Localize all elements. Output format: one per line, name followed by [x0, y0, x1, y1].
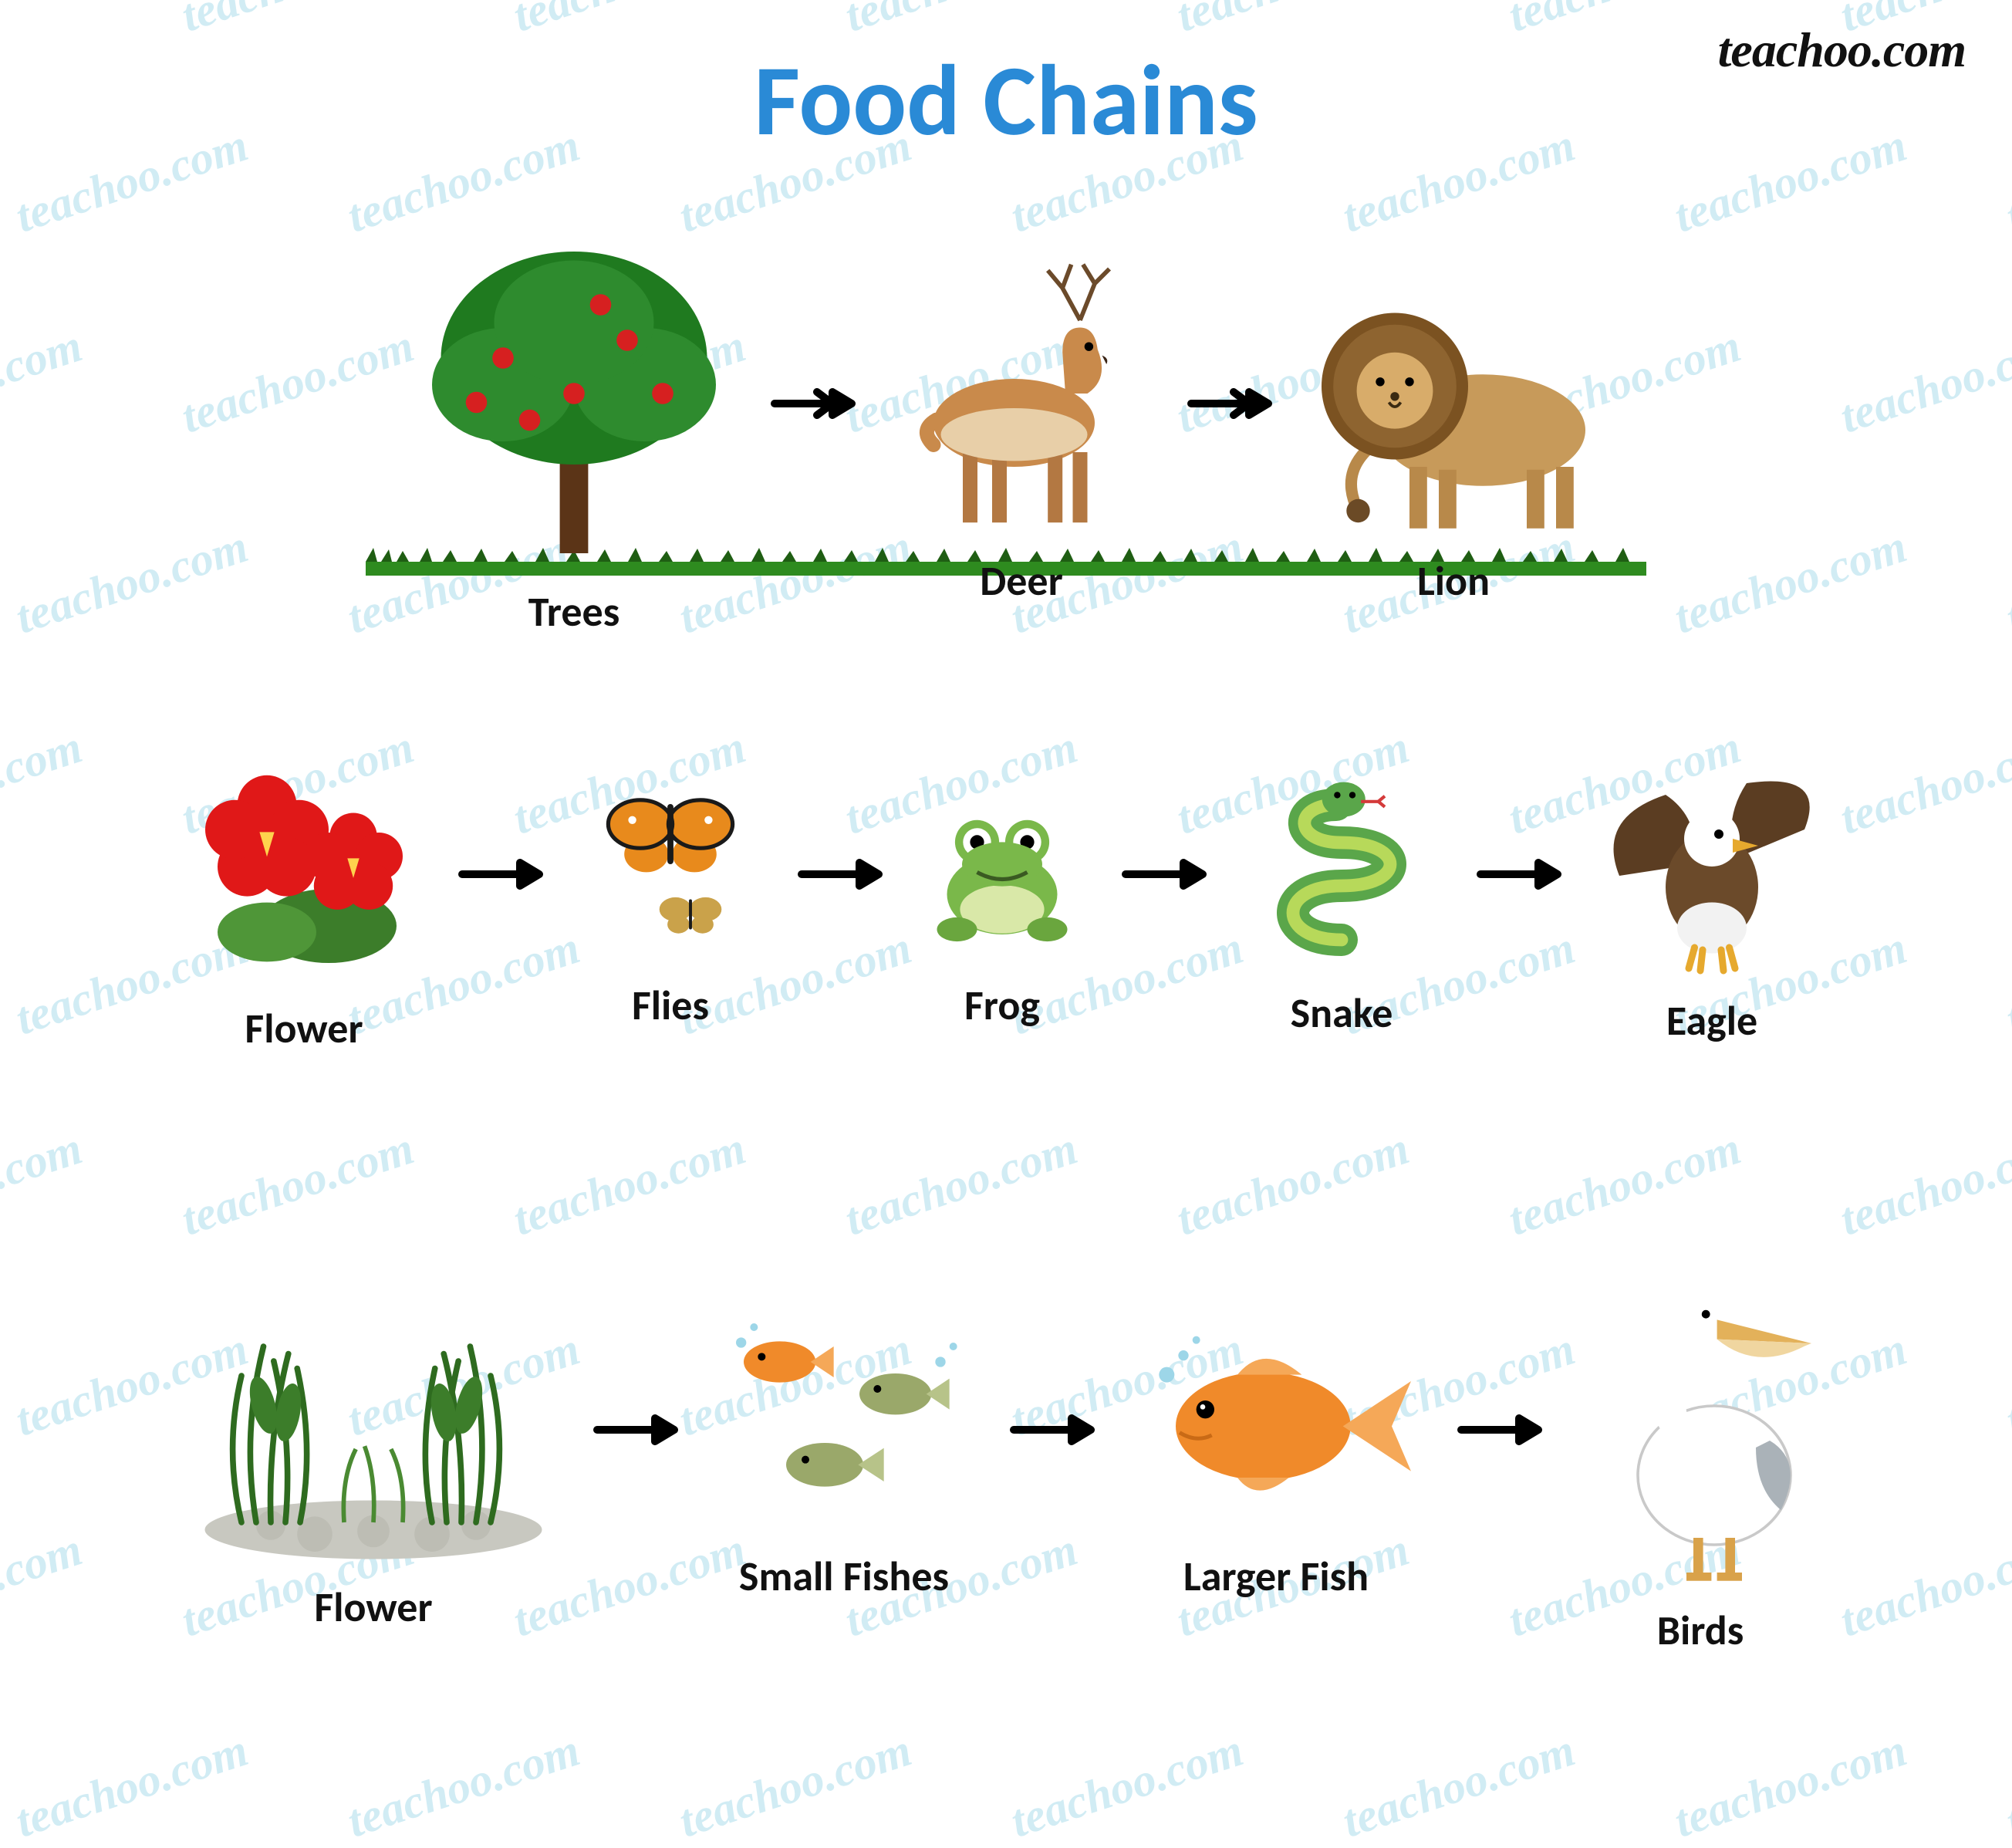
chain-item-trees: Trees: [397, 216, 751, 637]
chain-item-lion: Lion: [1291, 247, 1615, 606]
label-birds: Birds: [1657, 1605, 1744, 1656]
frog-icon: [902, 764, 1102, 965]
label-frog: Frog: [964, 980, 1040, 1031]
chain-item-frog: Frog: [902, 764, 1102, 1031]
label-eagle: Eagle: [1666, 995, 1757, 1046]
tree-icon: [397, 216, 751, 571]
chain-item-eagle: Eagle: [1581, 748, 1843, 1046]
brand-watermark: teachoo.com: [1718, 22, 1966, 79]
chain-item-small-fishes: Small Fishes: [697, 1304, 991, 1602]
label-flies: Flies: [632, 980, 709, 1031]
label-snake: Snake: [1291, 988, 1393, 1039]
chain-item-birds: Birds: [1561, 1250, 1839, 1656]
flower-icon: [169, 741, 439, 988]
page-title: Food Chains: [754, 39, 1258, 161]
butterfly-icon: [562, 764, 778, 965]
waterplants-icon: [173, 1273, 574, 1566]
label-waterplants: Flower: [314, 1582, 432, 1633]
label-flower: Flower: [245, 1003, 363, 1054]
food-chain-aquatic: Flower: [0, 1250, 2012, 1656]
arrow-icon: [1010, 1410, 1095, 1449]
label-lion: Lion: [1417, 556, 1490, 606]
arrow-icon: [1477, 855, 1561, 894]
chain-item-snake: Snake: [1226, 756, 1457, 1039]
lion-icon: [1291, 247, 1615, 540]
label-trees: Trees: [528, 586, 619, 637]
label-larger-fish: Larger Fish: [1183, 1551, 1369, 1602]
label-small-fishes: Small Fishes: [739, 1551, 949, 1602]
arrow-icon: [1122, 855, 1207, 894]
snake-icon: [1226, 756, 1457, 972]
chain-item-flies: Flies: [562, 764, 778, 1031]
arrow-icon: [771, 384, 856, 423]
arrow-icon: [798, 855, 883, 894]
arrow-icon: [1187, 384, 1272, 423]
food-chain-land: Trees: [0, 216, 2012, 637]
arrow-icon: [593, 1410, 678, 1449]
large-fish-icon: [1114, 1304, 1438, 1535]
chain-item-larger-fish: Larger Fish: [1114, 1304, 1438, 1602]
arrow-icon: [458, 855, 543, 894]
pelican-icon: [1561, 1250, 1839, 1590]
deer-icon: [875, 247, 1168, 540]
small-fish-icon: [697, 1304, 991, 1535]
arrow-icon: [1457, 1410, 1542, 1449]
eagle-icon: [1581, 748, 1843, 980]
chain-item-deer: Deer: [875, 247, 1168, 606]
chain-item-waterplants: Flower: [173, 1273, 574, 1633]
food-chain-pond: Flower: [0, 741, 2012, 1054]
label-deer: Deer: [980, 556, 1063, 606]
chain-item-flower: Flower: [169, 741, 439, 1054]
